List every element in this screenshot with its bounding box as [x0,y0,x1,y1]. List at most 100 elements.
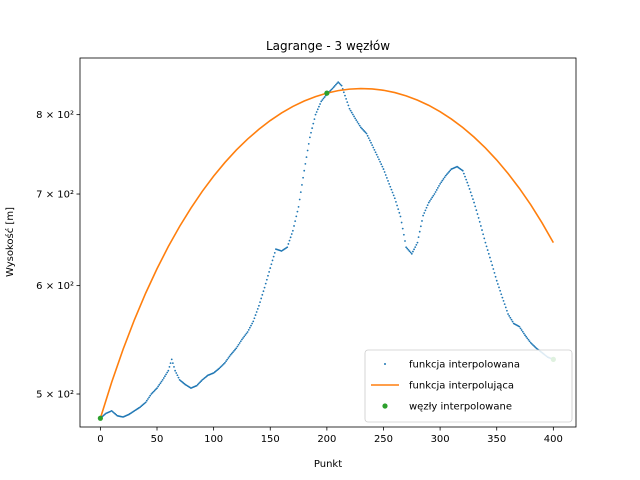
data-point [371,144,374,147]
data-point [483,237,486,240]
y-tick-label: 7 × 10² [36,190,74,201]
data-point [387,180,389,182]
data-point [153,389,156,392]
data-point [261,293,264,296]
data-point [393,197,396,200]
data-point [436,187,439,189]
data-point [415,243,418,246]
data-point [392,194,395,197]
data-point [246,331,249,333]
data-point [469,191,472,194]
data-point [230,352,233,355]
x-tick-label: 300 [431,434,450,445]
data-point [161,379,164,381]
data-point [356,121,359,123]
data-point [308,136,311,139]
data-point [414,246,417,248]
data-point [408,250,411,253]
y-tick-label: 6 × 10² [36,281,74,292]
data-point [335,83,337,86]
data-point [226,358,229,361]
data-point [528,340,531,343]
data-point [293,225,295,227]
data-point [263,286,266,289]
data-point [319,103,321,105]
data-point [525,335,528,338]
data-point [405,246,408,249]
data-point [427,201,430,204]
data-point [337,81,340,84]
data-point [316,108,319,111]
data-point [424,209,427,212]
data-point [364,131,367,134]
data-point [238,342,241,344]
data-point [481,229,483,231]
data-point [390,188,393,191]
data-point [170,358,173,361]
data-point [162,377,165,379]
data-point [174,369,177,372]
x-axis-label: Punkt [314,459,342,470]
data-point [159,382,162,385]
data-point [491,264,494,267]
plot-area [97,81,556,421]
x-tick-label: 0 [97,434,103,445]
data-point [404,240,406,242]
data-point [507,313,509,315]
data-point [150,393,153,395]
data-point [487,252,490,255]
data-point [272,255,275,258]
data-point [468,188,471,190]
data-point [475,209,478,212]
data-point [400,221,403,224]
data-point [198,382,200,385]
data-point [264,282,267,285]
data-point [244,334,247,336]
data-point [149,394,152,397]
data-point [407,248,410,251]
data-point [401,227,404,230]
node-marker [97,415,103,421]
data-point [495,279,498,282]
data-point [373,148,376,151]
data-point [374,151,377,154]
data-point [224,361,226,364]
data-point [382,168,385,170]
data-point [221,364,224,366]
data-point [470,194,473,197]
data-point [145,399,148,402]
data-point [169,362,172,365]
data-point [501,296,504,299]
node-marker [324,90,330,96]
data-point [431,196,434,199]
data-point [490,260,492,263]
data-point [511,320,514,323]
data-point [379,160,381,163]
data-point [365,132,368,135]
data-point [239,340,242,343]
data-point [532,344,534,346]
data-point [435,189,438,191]
data-point [302,176,304,179]
data-point [332,86,335,89]
data-point [464,175,466,178]
data-point [268,271,271,273]
data-point [357,122,360,125]
legend-label: węzły interpolowane [409,402,512,413]
data-point [449,169,452,172]
data-point [430,198,432,201]
data-point [315,111,318,113]
data-point [503,303,506,306]
data-point [219,366,222,369]
y-tick-label: 5 × 10² [36,390,74,401]
data-point [433,193,436,195]
data-point [412,250,414,253]
data-point [154,388,157,391]
data-point [395,200,397,203]
data-point [349,109,352,112]
data-point [446,173,448,176]
data-point [248,326,251,329]
data-point [467,184,470,187]
data-point [473,201,475,204]
data-point [443,176,446,179]
